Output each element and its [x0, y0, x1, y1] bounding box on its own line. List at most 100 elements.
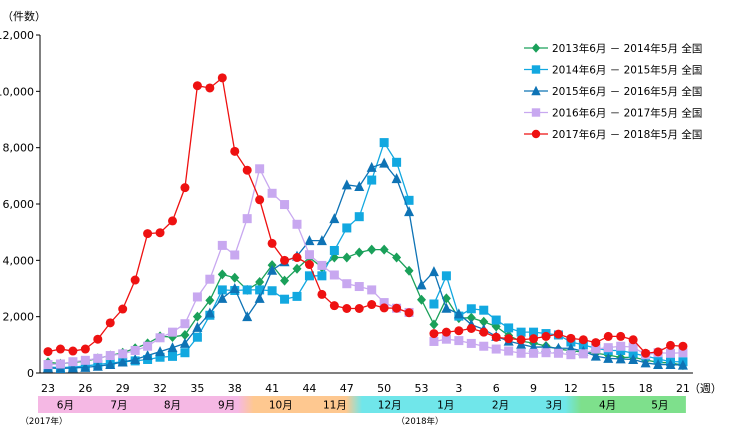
- data-point: [628, 348, 638, 358]
- data-point: [590, 350, 601, 361]
- data-point: [230, 272, 240, 283]
- month-label: 2月: [492, 400, 509, 412]
- month-label: 12月: [378, 400, 402, 412]
- data-point: [516, 335, 526, 345]
- data-point: [168, 351, 177, 361]
- month-label: 4月: [599, 400, 616, 412]
- month-label: 3月: [545, 400, 562, 412]
- data-point: [80, 355, 90, 365]
- data-point: [516, 348, 526, 358]
- data-point: [317, 260, 327, 270]
- data-point: [267, 286, 277, 296]
- x-tick-label: 47: [340, 382, 354, 395]
- data-point: [367, 285, 377, 295]
- legend-marker: [531, 85, 541, 96]
- data-point: [130, 275, 140, 285]
- month-label: 11月: [323, 400, 347, 412]
- data-point: [130, 345, 140, 355]
- series-line: [47, 166, 410, 366]
- data-point: [379, 157, 390, 168]
- data-point: [155, 228, 165, 238]
- data-point: [479, 327, 489, 337]
- x-tick-label: 32: [153, 382, 167, 395]
- data-point: [504, 334, 514, 344]
- data-point: [417, 294, 426, 305]
- data-point: [491, 332, 501, 342]
- data-point: [217, 269, 227, 280]
- data-point: [217, 285, 227, 295]
- data-point: [180, 319, 190, 329]
- data-point: [628, 335, 638, 345]
- series-2: [43, 138, 688, 373]
- y-tick-label: 6,000: [3, 198, 35, 211]
- legend-marker: [531, 43, 541, 53]
- x-tick-label: 23: [41, 382, 55, 395]
- data-point: [341, 179, 352, 190]
- data-point: [354, 247, 364, 258]
- data-point: [429, 299, 439, 309]
- legend-marker: [531, 108, 541, 117]
- data-point: [591, 338, 601, 348]
- data-point: [280, 255, 290, 265]
- data-point: [255, 285, 265, 295]
- y-tick-label: 8,000: [3, 142, 35, 155]
- year-label: （2017年）: [20, 416, 67, 427]
- data-point: [367, 300, 377, 310]
- x-tick-label: 35: [190, 382, 204, 395]
- x-tick-label: 50: [377, 382, 391, 395]
- month-band-strip: 6月 7月 8月 9月 10月 11月 12月 1月 2月 3月 4月 5月 （2017年） （2018年…: [20, 396, 686, 427]
- series-layer: [43, 73, 688, 373]
- data-point: [280, 294, 290, 304]
- data-point: [205, 83, 215, 93]
- data-point: [678, 348, 688, 358]
- data-point: [354, 282, 364, 292]
- data-point: [192, 321, 203, 332]
- month-band: [145, 396, 201, 413]
- data-point: [529, 348, 539, 358]
- data-point: [192, 311, 202, 322]
- data-point: [603, 352, 614, 363]
- month-band: [527, 396, 582, 413]
- data-point: [379, 298, 389, 308]
- x-tick-label: 15: [601, 382, 615, 395]
- month-label: 5月: [651, 400, 668, 412]
- month-band: [580, 396, 635, 413]
- y-tick-label: 12,000: [0, 29, 34, 42]
- x-tick-label: 53: [415, 382, 429, 395]
- data-point: [640, 357, 651, 368]
- data-point: [280, 200, 290, 210]
- x-tick-label: 44: [302, 382, 316, 395]
- data-point: [591, 344, 601, 354]
- legend-label: 2013年6月 － 2014年5月 全国: [552, 42, 702, 55]
- data-point: [242, 165, 252, 175]
- data-point: [292, 219, 302, 229]
- data-point: [304, 250, 314, 260]
- data-point: [354, 212, 364, 222]
- data-point: [342, 303, 352, 313]
- series-5: [43, 73, 688, 358]
- y-axis-unit-label: （件数）: [2, 10, 46, 23]
- data-point: [118, 349, 128, 359]
- data-point: [566, 350, 576, 360]
- data-point: [192, 81, 202, 91]
- data-point: [43, 360, 53, 370]
- x-tick-label: 41: [265, 382, 279, 395]
- x-tick-label: 3: [455, 382, 462, 395]
- data-point: [453, 308, 464, 319]
- data-point: [192, 332, 202, 342]
- data-point: [615, 353, 626, 364]
- series-line: [47, 162, 683, 370]
- legend-label: 2014年6月 － 2015年5月 全国: [552, 64, 702, 77]
- data-point: [666, 348, 675, 358]
- data-point: [603, 343, 613, 353]
- data-point: [392, 157, 402, 167]
- month-band: [473, 396, 528, 413]
- y-axis: 0 2,000 4,000 6,000 8,000 10,000 12,000: [0, 29, 41, 380]
- data-point: [329, 270, 339, 280]
- data-point: [578, 349, 588, 359]
- series-line: [47, 248, 684, 366]
- y-tick-label: 4,000: [3, 254, 35, 267]
- data-point: [541, 331, 551, 341]
- data-point: [392, 252, 402, 263]
